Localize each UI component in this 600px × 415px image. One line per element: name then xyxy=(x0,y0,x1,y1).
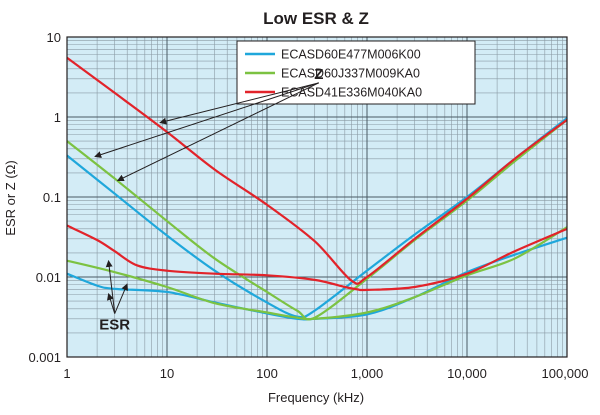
series-3-esr-line xyxy=(66,224,568,292)
x-axis-label: Frequency (kHz) xyxy=(268,390,364,405)
annotation-arrow xyxy=(107,292,116,314)
annotation-arrow xyxy=(94,82,320,158)
x-tick-label: 1 xyxy=(63,366,70,381)
y-axis-ticks: 0.001 0.01 0.1 1 10 xyxy=(28,30,61,365)
annotation-arrow xyxy=(116,82,320,182)
legend-label: ECASD41E336M040KA0 xyxy=(281,86,422,100)
y-axis-label: ESR or Z (Ω) xyxy=(3,160,18,235)
series-1-esr-line xyxy=(66,236,568,321)
legend-label: ECASD60E477M006K00 xyxy=(281,48,421,62)
annotation-label: ESR xyxy=(99,317,130,334)
y-tick-label: 10 xyxy=(47,30,61,45)
x-tick-label: 10,000 xyxy=(447,366,487,381)
series-layer xyxy=(66,56,568,321)
plot-frame xyxy=(66,36,568,358)
x-tick-label: 10 xyxy=(160,366,174,381)
series-1-impedance-line xyxy=(66,117,568,319)
legend: ECASD60E477M006K00 ECASD60J337M009KA0 ECAS… xyxy=(236,40,476,105)
x-axis-ticks: 1 10 100 1,000 10,000 100,000 xyxy=(63,366,588,381)
annotation-label: Z xyxy=(314,66,323,83)
x-tick-label: 100,000 xyxy=(542,366,589,381)
series-3-impedance-line xyxy=(66,56,568,285)
legend-label: ECASD60J337M009KA0 xyxy=(281,67,420,81)
x-tick-label: 1,000 xyxy=(351,366,384,381)
y-tick-label: 1 xyxy=(54,110,61,125)
x-tick-label: 100 xyxy=(256,366,278,381)
y-tick-label: 0.001 xyxy=(28,350,61,365)
annotation-arrow xyxy=(114,283,128,314)
annotation-arrow xyxy=(105,259,116,314)
chart-title: Low ESR & Z xyxy=(263,9,369,28)
annotation-arrow xyxy=(159,82,319,125)
y-tick-label: 0.1 xyxy=(43,190,61,205)
annotations: Z ESR xyxy=(94,66,323,334)
y-tick-label: 0.01 xyxy=(36,270,61,285)
series-2-esr-line xyxy=(66,226,568,321)
